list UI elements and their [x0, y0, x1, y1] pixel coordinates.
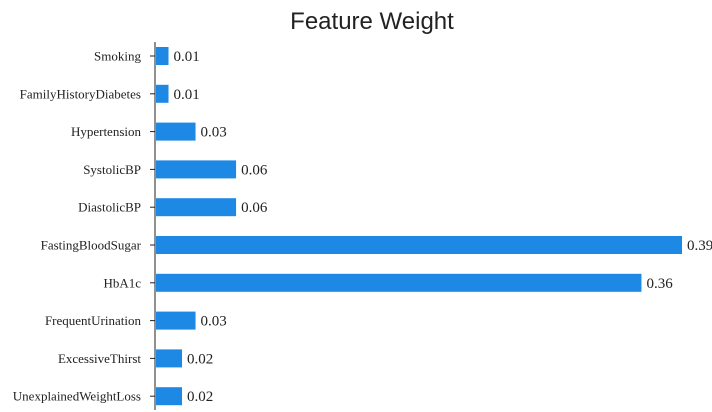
bar	[156, 387, 183, 406]
bar-value-label: 0.03	[201, 314, 227, 330]
y-tick-label: Hypertension	[71, 124, 142, 139]
bar	[156, 349, 183, 368]
bar	[156, 198, 237, 217]
y-tick-label: Smoking	[94, 49, 141, 64]
bar-value-label: 0.03	[201, 125, 227, 141]
bar	[156, 47, 169, 65]
y-tick-label: SystolicBP	[83, 162, 141, 177]
bar-value-label: 0.36	[646, 276, 673, 292]
y-tick-label: HbA1c	[103, 275, 141, 290]
bar-value-label: 0.06	[241, 162, 268, 178]
bar	[156, 311, 196, 330]
bar-value-label: 0.01	[174, 87, 200, 103]
chart-title: Feature Weight	[290, 8, 454, 35]
y-tick-label: FrequentUrination	[45, 313, 142, 328]
bars-layer: Smoking 0.01 FamilyHistoryDiabetes 0.01 Hype…	[13, 47, 712, 406]
y-tick-label: ExcessiveThirst	[58, 351, 141, 366]
bar-value-label: 0.02	[187, 351, 213, 367]
bar	[156, 236, 682, 254]
y-tick-label: UnexplainedWeightLoss	[13, 389, 141, 404]
y-tick-label: DiastolicBP	[78, 200, 141, 215]
bar-value-label: 0.39	[687, 238, 712, 254]
y-tick-label: FamilyHistoryDiabetes	[20, 86, 141, 101]
bar	[156, 84, 169, 103]
bar-value-label: 0.02	[187, 389, 213, 405]
bar-value-label: 0.01	[174, 49, 200, 65]
bar	[156, 122, 196, 141]
bar-value-label: 0.06	[241, 200, 268, 216]
bar	[156, 160, 237, 179]
y-tick-label: FastingBloodSugar	[41, 238, 142, 253]
bar	[156, 273, 642, 292]
